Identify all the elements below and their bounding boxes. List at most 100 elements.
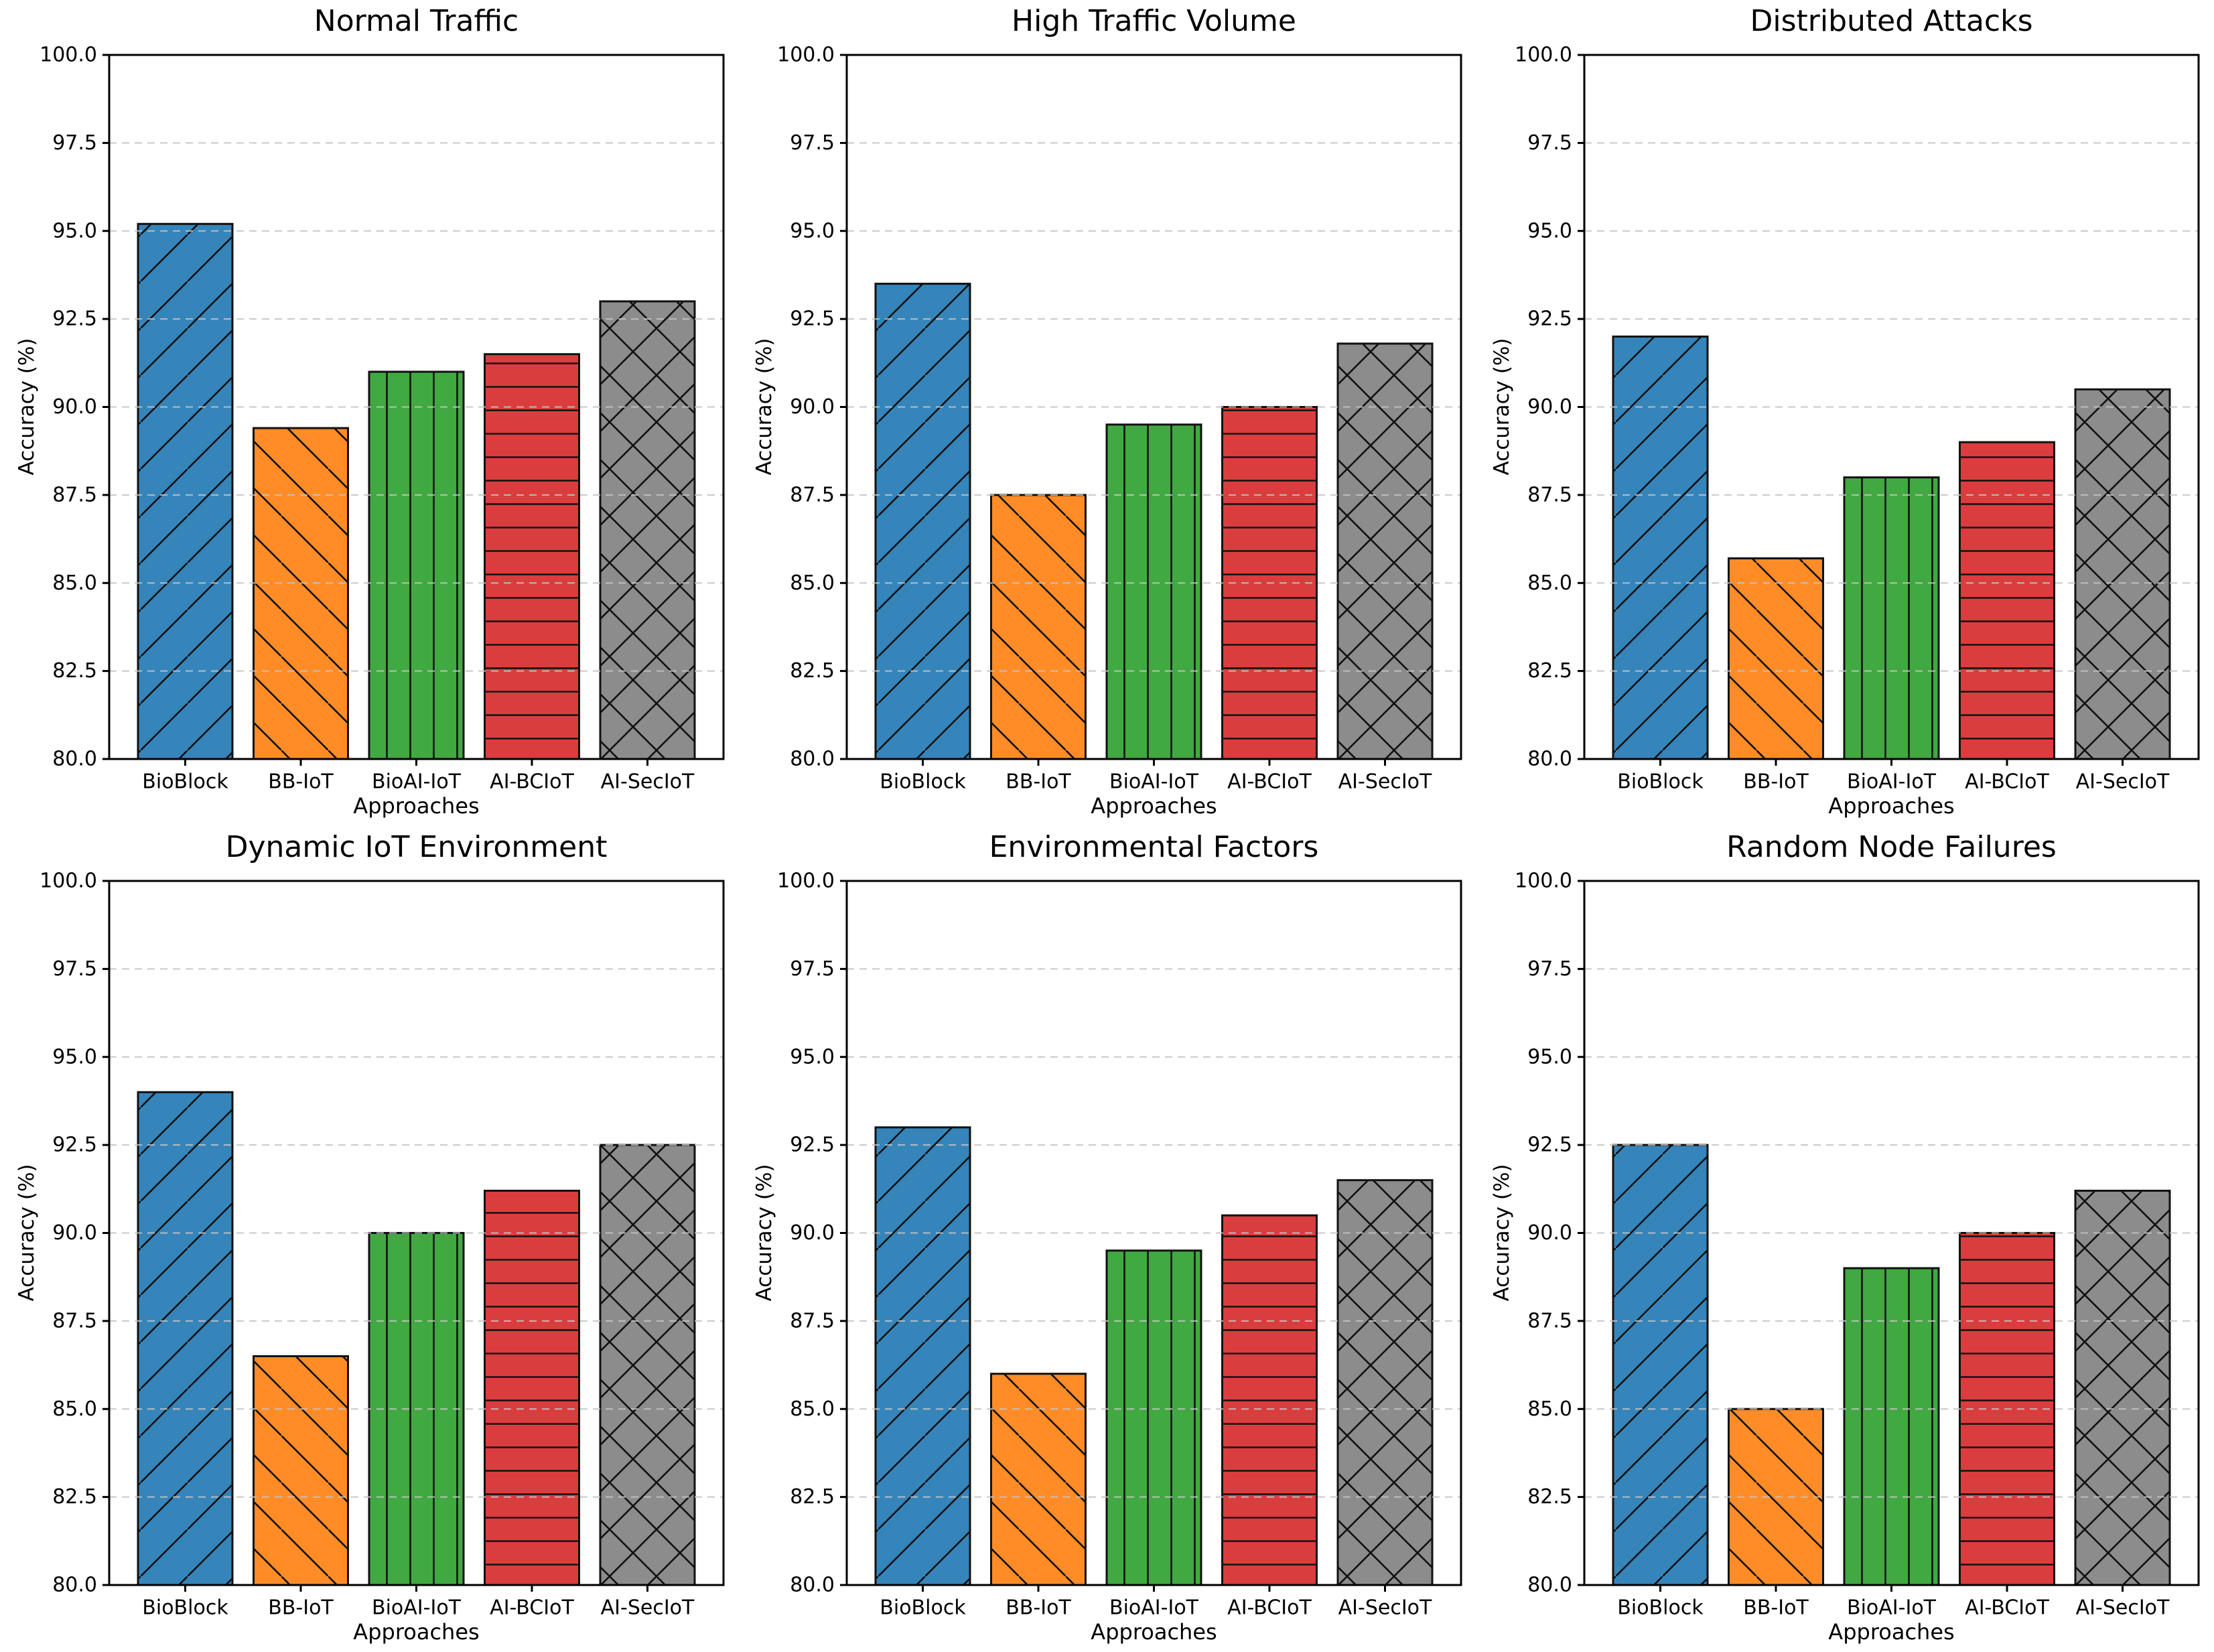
bar-AI-SecIoT [599, 1144, 696, 1586]
bar-BioBlock [137, 1091, 234, 1586]
y-tick-label: 85.0 [1527, 571, 1572, 595]
y-tick-label: 97.5 [52, 957, 97, 981]
x-axis-label: Approaches [1091, 1619, 1217, 1645]
y-tick-label: 87.5 [790, 1309, 835, 1332]
x-tick-label: BB-IoT [1006, 770, 1071, 794]
y-tick-label: 90.0 [52, 395, 97, 419]
bar-AI-SecIoT [2074, 388, 2171, 760]
subplot-high-traffic-volume: High Traffic Volume Accuracy (%) Approac… [738, 0, 1475, 826]
bar-AI-SecIoT [1336, 342, 1434, 760]
x-tick-label: AI-BCIoT [1965, 1596, 2049, 1620]
bar-plot: 80.0 82.5 85.0 87.5 90.0 92.5 95.0 97.5 100.0 Bio… [1515, 870, 2200, 1620]
x-tick-label: AI-SecIoT [1338, 1596, 1432, 1620]
subplot-environmental-factors: Environmental Factors Accuracy (%) Appro… [738, 826, 1475, 1652]
bar-AI-SecIoT [2074, 1189, 2171, 1586]
chart-title: Normal Traffic [314, 4, 519, 38]
y-tick-label: 100.0 [777, 870, 835, 893]
x-tick-label: BioBlock [880, 1596, 966, 1620]
chart-title: High Traffic Volume [1012, 4, 1296, 38]
subplot-random-node-failures: Random Node Failures Accuracy (%) Approa… [1475, 826, 2213, 1652]
x-tick-label: BioBlock [142, 1596, 228, 1620]
bar-BioBlock [1612, 335, 1709, 760]
y-tick-label: 85.0 [52, 571, 97, 595]
y-tick-label: 87.5 [52, 483, 97, 506]
y-tick-label: 90.0 [790, 395, 835, 419]
y-tick-label: 95.0 [52, 1045, 97, 1069]
x-tick-label: BioAI-IoT [372, 770, 462, 794]
y-tick-label: 82.5 [52, 659, 97, 683]
bar-BB-IoT [990, 1373, 1087, 1586]
y-tick-label: 92.5 [790, 1133, 835, 1157]
y-tick-label: 85.0 [790, 571, 835, 595]
bar-BioBlock [874, 1126, 971, 1586]
bar-BB-IoT [253, 427, 349, 760]
y-tick-label: 92.5 [52, 307, 97, 331]
chart-title: Dynamic IoT Environment [225, 830, 608, 864]
x-tick-label: BioBlock [142, 770, 228, 794]
bar-BioAI-IoT [1843, 1267, 1940, 1586]
bar-BioAI-IoT [368, 370, 465, 760]
x-axis-label: Approaches [353, 793, 480, 819]
bar-BB-IoT [1728, 557, 1824, 760]
y-tick-label: 80.0 [1527, 748, 1572, 771]
y-tick-label: 85.0 [1527, 1397, 1572, 1421]
x-tick-label: BioAI-IoT [1109, 770, 1199, 794]
bar-BioBlock [137, 222, 234, 760]
bar-BioBlock [874, 283, 971, 760]
bar-AI-SecIoT [1336, 1179, 1434, 1586]
x-tick-label: BB-IoT [1743, 1596, 1809, 1620]
y-tick-label: 85.0 [52, 1397, 97, 1421]
bar-plot: 80.0 82.5 85.0 87.5 90.0 92.5 95.0 97.5 100.0 Bio… [40, 870, 725, 1620]
y-tick-label: 90.0 [1527, 1221, 1572, 1245]
x-tick-label: AI-SecIoT [601, 1596, 695, 1620]
y-tick-label: 92.5 [1527, 1133, 1572, 1157]
x-tick-label: BioAI-IoT [1847, 1596, 1937, 1620]
chart-title: Distributed Attacks [1750, 4, 2033, 38]
y-tick-label: 90.0 [52, 1221, 97, 1245]
y-tick-label: 95.0 [1527, 1045, 1572, 1069]
y-tick-label: 80.0 [1527, 1574, 1572, 1597]
x-tick-label: AI-BCIoT [1227, 1596, 1312, 1620]
y-tick-label: 100.0 [1515, 870, 1572, 893]
y-tick-label: 97.5 [52, 131, 97, 155]
y-tick-label: 95.0 [1527, 219, 1572, 243]
y-tick-label: 100.0 [40, 44, 97, 67]
x-tick-label: BB-IoT [268, 1596, 334, 1620]
y-tick-label: 80.0 [52, 1574, 97, 1597]
bar-AI-BCIoT [1959, 441, 2055, 760]
bar-BioAI-IoT [1105, 423, 1202, 760]
bar-AI-BCIoT [484, 1189, 580, 1586]
x-tick-label: AI-SecIoT [1338, 770, 1432, 794]
x-tick-label: AI-SecIoT [601, 770, 695, 794]
bar-BioAI-IoT [1105, 1249, 1202, 1586]
y-tick-label: 95.0 [52, 219, 97, 243]
bar-plot: 80.0 82.5 85.0 87.5 90.0 92.5 95.0 97.5 100.0 Bio… [1515, 44, 2200, 794]
y-tick-label: 82.5 [790, 1485, 835, 1509]
y-tick-label: 92.5 [52, 1133, 97, 1157]
x-tick-label: AI-SecIoT [2076, 770, 2170, 794]
y-tick-label: 87.5 [1527, 1309, 1572, 1332]
x-tick-label: BB-IoT [268, 770, 334, 794]
x-tick-label: BioBlock [1617, 770, 1704, 794]
x-tick-label: BB-IoT [1743, 770, 1809, 794]
bar-BioAI-IoT [1843, 476, 1940, 760]
x-tick-label: AI-BCIoT [490, 1596, 574, 1620]
y-tick-label: 92.5 [1527, 307, 1572, 331]
y-tick-label: 90.0 [1527, 395, 1572, 419]
bar-BB-IoT [990, 494, 1087, 760]
y-tick-label: 82.5 [790, 659, 835, 683]
y-tick-label: 100.0 [1515, 44, 1572, 67]
x-axis-label: Approaches [1091, 793, 1217, 819]
bar-AI-SecIoT [599, 300, 696, 760]
y-tick-label: 100.0 [40, 870, 97, 893]
x-tick-label: BioAI-IoT [1109, 1596, 1199, 1620]
chart-title: Environmental Factors [989, 830, 1319, 864]
y-tick-label: 97.5 [790, 957, 835, 981]
x-tick-label: BB-IoT [1006, 1596, 1071, 1620]
y-tick-label: 95.0 [790, 219, 835, 243]
x-tick-label: AI-BCIoT [1965, 770, 2049, 794]
y-tick-label: 80.0 [52, 748, 97, 771]
y-tick-label: 97.5 [1527, 957, 1572, 981]
x-axis-label: Approaches [353, 1619, 480, 1645]
